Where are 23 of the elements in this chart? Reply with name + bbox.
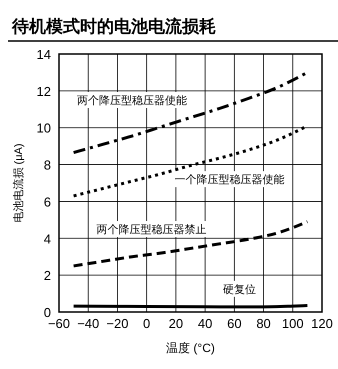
x-tick-label: 40 bbox=[198, 316, 212, 331]
chart-title: 待机模式时的电池电流损耗 bbox=[11, 17, 216, 36]
series-label: 两个降压型稳压器使能 bbox=[77, 94, 188, 108]
x-tick-label: 120 bbox=[311, 316, 333, 331]
series-label: 硬复位 bbox=[223, 284, 256, 296]
y-tick-label: 2 bbox=[44, 268, 51, 284]
x-tick-label: 80 bbox=[256, 316, 271, 331]
y-axis-title: 电池电流损 (μA) bbox=[12, 143, 25, 223]
series-label: 一个降压型稳压器使能 bbox=[174, 173, 285, 186]
y-tick-label: 12 bbox=[36, 84, 51, 99]
series-label: 两个降压型稳压器禁止 bbox=[96, 223, 206, 236]
x-tick-label: 60 bbox=[227, 316, 242, 331]
y-tick-label: 10 bbox=[36, 120, 51, 136]
y-tick-label: 14 bbox=[36, 47, 51, 62]
x-tick-label: 20 bbox=[168, 316, 184, 331]
x-tick-label: −40 bbox=[77, 316, 100, 331]
y-tick-label: 4 bbox=[44, 231, 51, 246]
x-tick-label: 0 bbox=[143, 316, 150, 331]
y-tick-label: 6 bbox=[44, 194, 51, 210]
x-tick-label: 100 bbox=[282, 316, 304, 331]
y-tick-label: 8 bbox=[44, 158, 51, 173]
x-tick-label: −20 bbox=[106, 316, 128, 331]
x-axis-title: 温度 (°C) bbox=[166, 341, 215, 355]
